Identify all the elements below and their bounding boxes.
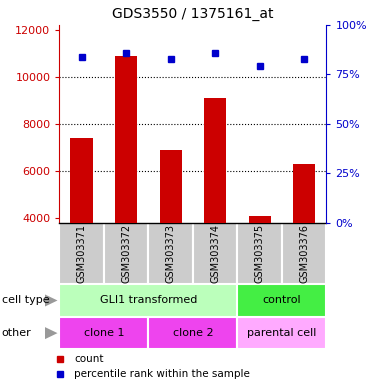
Bar	[237, 317, 326, 349]
Bar	[59, 223, 104, 284]
Polygon shape	[45, 294, 58, 307]
Text: other: other	[2, 328, 32, 338]
Text: GSM303371: GSM303371	[77, 224, 86, 283]
Text: GSM303372: GSM303372	[121, 224, 131, 283]
Text: parental cell: parental cell	[247, 328, 316, 338]
Bar	[237, 284, 326, 317]
Polygon shape	[45, 327, 58, 339]
Bar	[148, 223, 193, 284]
Text: GSM303373: GSM303373	[166, 224, 175, 283]
Bar	[282, 223, 326, 284]
Bar	[237, 223, 282, 284]
Text: GLI1 transformed: GLI1 transformed	[100, 295, 197, 306]
Text: GSM303374: GSM303374	[210, 224, 220, 283]
Bar	[293, 164, 315, 223]
Bar	[70, 138, 93, 223]
Bar	[193, 223, 237, 284]
Bar	[59, 284, 237, 317]
Text: percentile rank within the sample: percentile rank within the sample	[75, 369, 250, 379]
Text: clone 1: clone 1	[83, 328, 124, 338]
Text: GSM303375: GSM303375	[255, 224, 265, 283]
Text: count: count	[75, 354, 104, 364]
Bar	[160, 150, 182, 223]
Bar	[115, 56, 137, 223]
Bar	[59, 317, 148, 349]
Bar	[249, 216, 271, 223]
Bar	[104, 223, 148, 284]
Bar	[204, 98, 226, 223]
Title: GDS3550 / 1375161_at: GDS3550 / 1375161_at	[112, 7, 274, 21]
Text: cell type: cell type	[2, 295, 49, 306]
Text: control: control	[263, 295, 301, 306]
Text: GSM303376: GSM303376	[299, 224, 309, 283]
Bar	[148, 317, 237, 349]
Text: clone 2: clone 2	[173, 328, 213, 338]
